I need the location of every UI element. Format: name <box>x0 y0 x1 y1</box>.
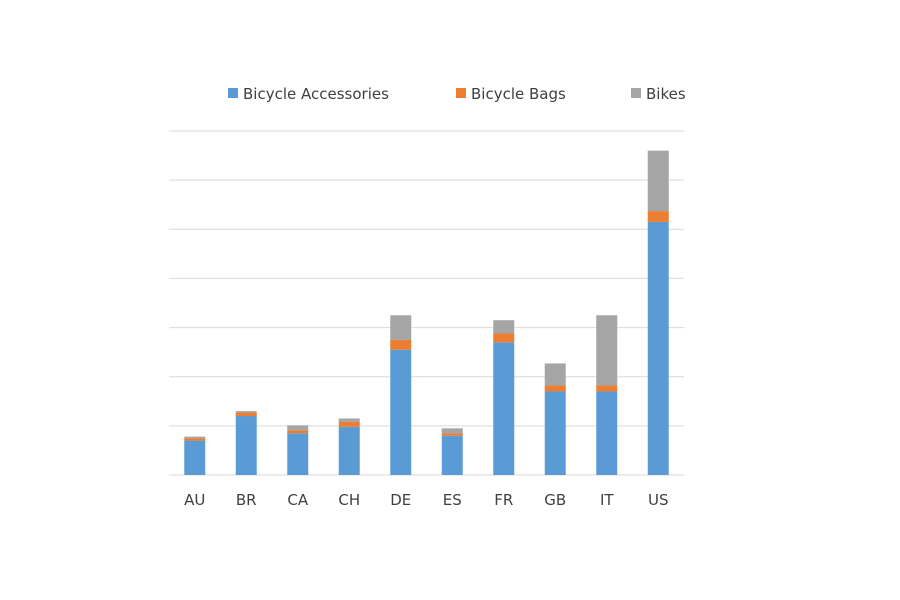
legend-label-bicycle-bags: Bicycle Bags <box>471 85 566 103</box>
bar-fr-bikes <box>493 320 515 334</box>
x-tick-label: GB <box>544 491 566 509</box>
bar-ca-bicycle-accessories <box>287 433 309 475</box>
bar-ch-bicycle-accessories <box>338 426 360 475</box>
x-tick-label: BR <box>236 491 257 509</box>
bar-us-bicycle-bags <box>647 211 669 222</box>
bar-es-bicycle-accessories <box>441 435 463 475</box>
bar-es-bicycle-bags <box>441 433 463 436</box>
x-tick-label: US <box>648 491 669 509</box>
x-tick-label: IT <box>600 491 614 509</box>
bar-au-bicycle-bags <box>184 438 206 441</box>
legend-swatch-bicycle-accessories <box>228 88 238 98</box>
bar-gb-bicycle-bags <box>544 385 566 392</box>
bar-br-bicycle-bags <box>235 412 257 417</box>
legend-label-bicycle-accessories: Bicycle Accessories <box>243 85 389 103</box>
x-tick-label: ES <box>443 491 462 509</box>
bar-gb-bikes <box>544 363 566 386</box>
x-axis-labels: AU BR CA CH DE ES FR GB IT US <box>184 491 668 509</box>
bar-ca-bicycle-bags <box>287 430 309 434</box>
bar-ch-bikes <box>338 418 360 422</box>
x-tick-label: CA <box>287 491 308 509</box>
x-tick-label: AU <box>184 491 205 509</box>
bar-it-bicycle-bags <box>596 385 618 392</box>
legend: Bicycle Accessories Bicycle Bags Bikes <box>228 85 686 103</box>
gridlines <box>169 130 684 476</box>
bar-es-bikes <box>441 428 463 434</box>
bar-br-bikes <box>235 411 257 413</box>
bar-us-bicycle-accessories <box>647 221 669 475</box>
bar-br-bicycle-accessories <box>235 416 257 475</box>
bar-it-bicycle-accessories <box>596 391 618 475</box>
bar-fr-bicycle-accessories <box>493 342 515 475</box>
x-tick-label: CH <box>338 491 360 509</box>
bar-it-bikes <box>596 315 618 386</box>
bars <box>184 150 669 475</box>
legend-label-bikes: Bikes <box>646 85 686 103</box>
bar-de-bikes <box>390 315 412 340</box>
bar-de-bicycle-bags <box>390 339 412 350</box>
x-tick-label: FR <box>494 491 513 509</box>
bar-ca-bikes <box>287 425 309 431</box>
legend-swatch-bicycle-bags <box>456 88 466 98</box>
bar-gb-bicycle-accessories <box>544 391 566 475</box>
x-tick-label: DE <box>390 491 411 509</box>
legend-swatch-bikes <box>631 88 641 98</box>
bar-fr-bicycle-bags <box>493 333 515 343</box>
bar-de-bicycle-accessories <box>390 349 412 475</box>
bar-ch-bicycle-bags <box>338 421 360 427</box>
bar-au-bicycle-accessories <box>184 440 206 475</box>
bar-au-bikes <box>184 436 206 439</box>
bar-us-bikes <box>647 150 669 212</box>
